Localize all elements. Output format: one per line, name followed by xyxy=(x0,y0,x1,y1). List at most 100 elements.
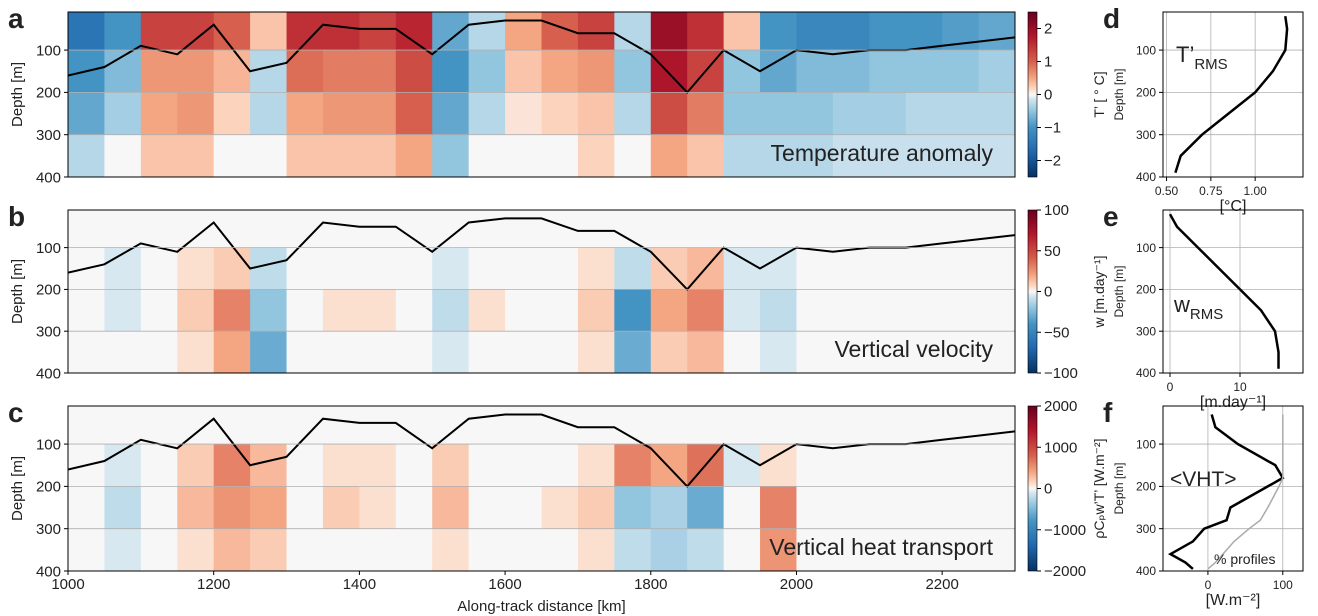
heatmap-cell xyxy=(505,12,542,51)
heatmap-cell xyxy=(505,134,542,177)
heatmap-cell xyxy=(359,444,397,487)
heatmap-cell xyxy=(650,210,688,249)
colorbar-tick-label: 0 xyxy=(1044,87,1052,104)
heatmap-cell xyxy=(796,92,834,136)
heatmap-cell xyxy=(140,12,178,51)
heatmap-cell xyxy=(942,444,980,487)
heatmap-cell xyxy=(978,528,1015,571)
heatmap-cell xyxy=(395,12,433,51)
heatmap-cell xyxy=(250,331,288,373)
colorbar-tick-label: 1 xyxy=(1044,54,1052,71)
heatmap-cell xyxy=(869,486,907,530)
heatmap-cell xyxy=(905,289,943,332)
heatmap-cell xyxy=(68,331,105,373)
heatmap-cell xyxy=(905,92,943,136)
heatmap-cell xyxy=(505,528,542,571)
heatmap-cell xyxy=(505,331,542,373)
heatmap-cell xyxy=(140,134,178,177)
heatmap-cell xyxy=(177,444,215,487)
heatmap-cell xyxy=(796,486,834,530)
heatmap-cell xyxy=(140,210,178,249)
profile-line xyxy=(1207,414,1284,570)
heatmap-cell xyxy=(322,12,360,51)
heatmap-cell xyxy=(140,247,178,290)
heatmap-cell xyxy=(177,486,215,530)
colorbar xyxy=(1027,209,1038,374)
heatmap-cell xyxy=(650,406,688,445)
heatmap-cell xyxy=(869,406,907,445)
heatmap-cell xyxy=(832,210,870,249)
heatmap-cell xyxy=(796,444,834,487)
heatmap-cell xyxy=(869,12,907,51)
heatmap-cell xyxy=(723,92,761,136)
heatmap-cell xyxy=(177,331,215,373)
y-tick-label: 200 xyxy=(1136,86,1156,100)
heatmap-cell xyxy=(869,247,907,290)
heatmap-cell xyxy=(140,50,178,93)
x-tick-label: 0.50 xyxy=(1155,184,1179,198)
plot-frame xyxy=(1162,405,1304,572)
heatmap-cell xyxy=(213,331,251,373)
heatmap-cell xyxy=(796,247,834,290)
heatmap-cell xyxy=(541,331,579,373)
panel-label: e xyxy=(1103,201,1119,232)
y-tick-label: 300 xyxy=(36,323,61,340)
heatmap-cell xyxy=(577,406,615,445)
heatmap-cell xyxy=(140,331,178,373)
heatmap-cell xyxy=(395,210,433,249)
heatmap-cell xyxy=(322,247,360,290)
x-tick-label: 1000 xyxy=(51,576,84,593)
heatmap-cell xyxy=(177,289,215,332)
heatmap-cell xyxy=(68,528,105,571)
heatmap-cell xyxy=(577,528,615,571)
y-tick-label: 100 xyxy=(36,240,61,257)
heatmap-cell xyxy=(832,134,870,177)
heatmap-cell xyxy=(577,134,615,177)
heatmap-cell xyxy=(723,528,761,571)
heatmap-cell xyxy=(505,210,542,249)
heatmap-cell xyxy=(978,210,1015,249)
heatmap-cell xyxy=(359,528,397,571)
heatmap-cell xyxy=(796,50,834,93)
annotation-subscript: RMS xyxy=(1194,56,1227,73)
colorbar xyxy=(1027,11,1038,178)
heatmap-cell xyxy=(978,444,1015,487)
heatmap-cell xyxy=(942,486,980,530)
heatmap-cell xyxy=(687,331,725,373)
heatmap-cell xyxy=(395,247,433,290)
heatmap-cell xyxy=(650,12,688,51)
heatmap-cell xyxy=(760,406,797,445)
colorbar-tick-label: −50 xyxy=(1044,324,1069,341)
heatmap-cell xyxy=(68,406,105,445)
heatmap-cell xyxy=(177,50,215,93)
heatmap-cell xyxy=(796,331,834,373)
heatmap-cell xyxy=(213,406,251,445)
heatmap-cell xyxy=(213,247,251,290)
heatmap-cell xyxy=(286,134,324,177)
heatmap-cells xyxy=(68,12,1015,177)
heatmap-cell xyxy=(468,92,506,136)
heatmap-cell xyxy=(978,134,1015,177)
heatmap-cells xyxy=(68,210,1015,373)
y-tick-label: 400 xyxy=(1136,366,1156,380)
profile-line xyxy=(1168,213,1280,369)
heatmap-cell xyxy=(68,134,105,177)
colorbar-tick-label: 0 xyxy=(1044,481,1052,498)
heatmap-cell xyxy=(869,210,907,249)
heatmap-cell xyxy=(905,406,943,445)
heatmap-cell xyxy=(359,331,397,373)
profile-line xyxy=(1167,414,1285,570)
heatmap-cell xyxy=(577,289,615,332)
heatmap-cell xyxy=(577,331,615,373)
heatmap-cell xyxy=(760,331,797,373)
heatmap-cell xyxy=(322,210,360,249)
heatmap-cell xyxy=(978,289,1015,332)
heatmap-cell xyxy=(577,50,615,93)
y-tick-label: 300 xyxy=(36,521,61,538)
heatmap-cell xyxy=(322,444,360,487)
heatmap-cell xyxy=(140,444,178,487)
mixed-layer-line xyxy=(68,19,1015,94)
y-axis-label: Depth [m] xyxy=(1112,265,1126,317)
heatmap-cell xyxy=(140,528,178,571)
